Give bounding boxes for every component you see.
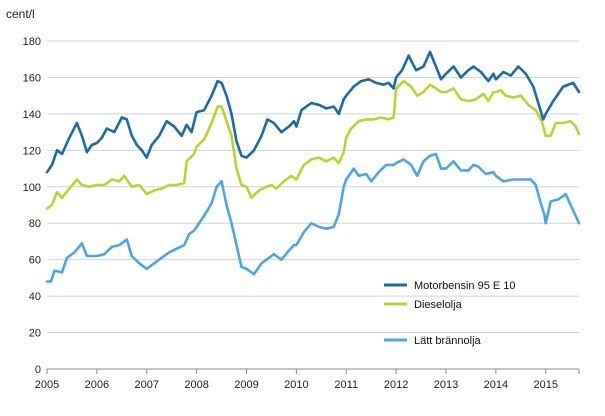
y-tick-label: 80 [29, 218, 41, 230]
legend-label-1: Dieselolja [414, 299, 463, 311]
y-tick-label: 120 [23, 145, 41, 157]
y-tick-label: 140 [23, 109, 41, 121]
x-tick-label: 2008 [184, 379, 208, 391]
series-lines [45, 50, 581, 283]
y-axis-unit-label: cent/l [6, 7, 35, 21]
legend: Motorbensin 95 E 10 Dieselolja Lätt bränno… [384, 280, 516, 347]
y-tick-label: 160 [23, 72, 41, 84]
y-tick-label: 100 [23, 182, 41, 194]
y-tick-label: 180 [23, 36, 41, 48]
y-tick-labels: 0 20 40 60 80 100 120 140 160 180 [23, 36, 41, 376]
y-tick-label: 60 [29, 255, 41, 267]
series-line-1 [45, 79, 581, 210]
x-tick-label: 2015 [533, 379, 557, 391]
legend-label-2: Lätt brännolja [414, 335, 482, 347]
x-tick-label: 2006 [85, 379, 109, 391]
x-tick-label: 2005 [35, 379, 59, 391]
series-line-0 [45, 50, 581, 174]
legend-label-0: Motorbensin 95 E 10 [414, 280, 516, 292]
y-tick-label: 40 [29, 291, 41, 303]
series-line-2 [45, 152, 581, 283]
x-tick-label: 2011 [334, 379, 358, 391]
x-tick-label: 2007 [135, 379, 159, 391]
x-tick-label: 2012 [384, 379, 408, 391]
x-tick-label: 2014 [484, 379, 508, 391]
x-tick-label: 2009 [234, 379, 258, 391]
y-tick-label: 0 [35, 364, 41, 376]
y-tick-label: 20 [29, 328, 41, 340]
x-tick-label: 2013 [434, 379, 458, 391]
x-tick-label: 2010 [284, 379, 308, 391]
x-axis: 2005 2006 2007 2008 2009 2010 2011 2012 2013 2014… [35, 368, 580, 391]
